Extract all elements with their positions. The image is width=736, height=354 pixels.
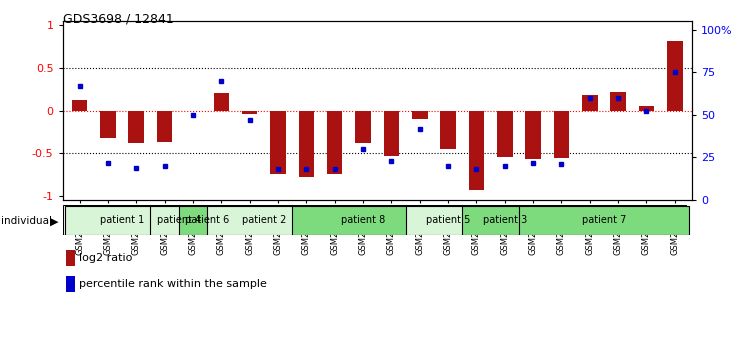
Bar <box>440 110 456 149</box>
Bar <box>497 110 512 158</box>
Text: patient 4: patient 4 <box>157 215 201 225</box>
Bar <box>213 93 229 110</box>
Bar <box>100 110 116 138</box>
Bar <box>355 110 371 143</box>
Bar <box>150 206 207 235</box>
Bar <box>383 110 399 156</box>
Bar <box>242 110 258 114</box>
Text: patient 6: patient 6 <box>185 215 229 225</box>
Bar <box>270 110 286 175</box>
Text: patient 8: patient 8 <box>341 215 385 225</box>
Bar <box>412 110 428 119</box>
Bar <box>179 206 236 235</box>
Bar <box>610 92 626 110</box>
Text: percentile rank within the sample: percentile rank within the sample <box>79 279 267 289</box>
Text: patient 3: patient 3 <box>483 215 527 225</box>
Bar <box>519 206 689 235</box>
Bar <box>157 110 172 142</box>
Text: individual: individual <box>1 216 52 226</box>
Bar <box>72 99 88 110</box>
Bar <box>299 110 314 177</box>
Bar <box>185 110 201 112</box>
Bar <box>526 110 541 159</box>
Text: patient 7: patient 7 <box>581 215 626 225</box>
Bar <box>207 206 320 235</box>
Text: ▶: ▶ <box>50 216 59 226</box>
Text: patient 5: patient 5 <box>426 215 470 225</box>
Bar <box>129 110 144 143</box>
Bar <box>667 41 682 110</box>
Text: log2 ratio: log2 ratio <box>79 253 133 263</box>
Text: patient 2: patient 2 <box>241 215 286 225</box>
Bar <box>582 95 598 110</box>
Bar <box>292 206 434 235</box>
Bar <box>66 206 179 235</box>
Bar <box>462 206 548 235</box>
Bar <box>469 110 484 190</box>
Bar <box>327 110 342 175</box>
Text: GDS3698 / 12841: GDS3698 / 12841 <box>63 12 173 25</box>
Bar <box>553 110 569 158</box>
Text: patient 1: patient 1 <box>100 215 144 225</box>
Bar <box>639 106 654 110</box>
Bar <box>406 206 491 235</box>
